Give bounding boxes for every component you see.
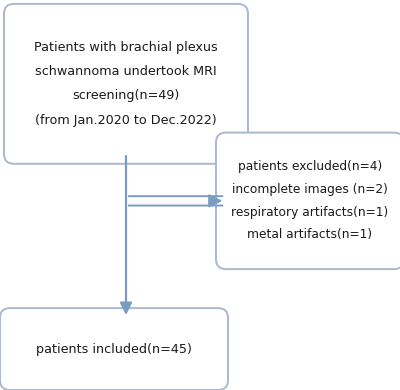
Text: incomplete images (n=2): incomplete images (n=2) [232,183,388,196]
Text: patients included(n=45): patients included(n=45) [36,342,192,356]
Text: Patients with brachial plexus: Patients with brachial plexus [34,41,218,54]
Text: (from Jan.2020 to Dec.2022): (from Jan.2020 to Dec.2022) [35,113,217,127]
Text: schwannoma undertook MRI: schwannoma undertook MRI [35,65,217,78]
FancyBboxPatch shape [0,308,228,390]
FancyBboxPatch shape [4,4,248,164]
Text: respiratory artifacts(n=1): respiratory artifacts(n=1) [231,206,389,219]
Text: screening(n=49): screening(n=49) [72,89,180,103]
Text: metal artifacts(n=1): metal artifacts(n=1) [248,228,372,241]
Text: patients excluded(n=4): patients excluded(n=4) [238,160,382,174]
FancyBboxPatch shape [216,133,400,269]
